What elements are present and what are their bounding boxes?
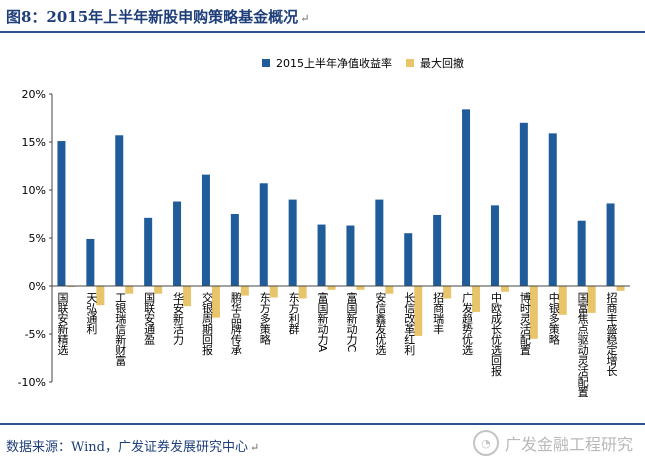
bar-series-2 xyxy=(125,286,134,294)
x-category-label: 天弘通利 xyxy=(85,292,98,334)
bar-series-1 xyxy=(433,214,442,286)
bar-series-1 xyxy=(201,174,210,286)
bar-series-1 xyxy=(57,141,66,286)
bar-series-2 xyxy=(154,286,163,294)
bar-series-2 xyxy=(240,286,249,296)
bar-series-1 xyxy=(346,225,355,286)
x-category-label: 长信改革红利 xyxy=(403,292,416,356)
x-category-label: 广发趋势优选 xyxy=(461,292,474,356)
bar-series-2 xyxy=(269,286,278,298)
bar-series-1 xyxy=(404,233,413,286)
x-category-label: 招商丰盛稳定增长 xyxy=(605,291,618,377)
x-category-label: 安信鑫发优选 xyxy=(374,291,387,356)
chart: 2015上半年净值收益率 最大回撤 -10% -5% 0% 5% 10% 15% 20% 国联安新… xyxy=(18,56,630,398)
bar-series-2 xyxy=(356,286,365,290)
y-tick-label: -10% xyxy=(18,376,46,389)
y-tick-label: 15% xyxy=(22,136,46,149)
footer-divider xyxy=(0,423,645,425)
bar-series-1 xyxy=(317,224,326,286)
bar-series-2 xyxy=(529,286,538,339)
bar-series-2 xyxy=(183,286,192,307)
watermark-text: 广发金融工程研究 xyxy=(504,435,633,454)
bar-series-2 xyxy=(587,286,596,313)
paragraph-mark-icon: ↵ xyxy=(300,12,310,25)
x-category-label: 中银多策略 xyxy=(547,292,560,346)
y-tick-label: 20% xyxy=(22,88,46,101)
y-tick-label: 10% xyxy=(22,184,46,197)
bar-series-1 xyxy=(259,183,268,286)
figure-title-text: 图8：2015年上半年新股申购策略基金概况 xyxy=(6,8,299,26)
bar-series-1 xyxy=(144,217,153,286)
bar-series-1 xyxy=(173,201,182,286)
bar-series-1 xyxy=(86,238,95,286)
legend-swatch-series-2 xyxy=(406,59,414,67)
title-divider xyxy=(0,31,645,33)
bar-series-1 xyxy=(519,122,528,286)
bar-series-2 xyxy=(414,286,423,336)
bar-series-2 xyxy=(327,286,336,290)
source-text: 数据来源：Wind，广发证券发展研究中心 xyxy=(6,440,248,455)
bar-series-2 xyxy=(558,286,567,315)
bar-series-2 xyxy=(211,286,220,318)
y-tick-label: 5% xyxy=(29,232,46,245)
x-category-label: 博时灵活配置 xyxy=(518,292,531,356)
bar-series-1 xyxy=(375,199,384,286)
x-category-label: 国联安新精选 xyxy=(56,292,69,356)
x-category-label: 东方利群 xyxy=(287,292,300,335)
watermark: ◔ 广发金融工程研究 xyxy=(472,423,633,463)
bar-series-2 xyxy=(472,286,481,312)
x-category-label: 鹏华品牌传承 xyxy=(229,292,242,356)
x-category-label: 工银瑞信新财富 xyxy=(114,292,127,367)
x-category-label: 国联安通盈 xyxy=(143,292,156,345)
paragraph-mark-icon: ↵ xyxy=(250,441,260,454)
bar-series-1 xyxy=(230,214,239,286)
wechat-icon: ◔ xyxy=(472,430,499,456)
bar-series-1 xyxy=(462,109,471,286)
source-note: 数据来源：Wind，广发证券发展研究中心 ↵ xyxy=(6,436,259,455)
figure-title: 图8：2015年上半年新股申购策略基金概况 ↵ xyxy=(6,6,309,28)
legend-label-series-1: 2015上半年净值收益率 xyxy=(276,56,392,70)
x-category-label: 东方多策略 xyxy=(258,292,271,346)
bar-series-1 xyxy=(577,220,586,286)
x-category-label: 国富焦点驱动灵活配置 xyxy=(576,292,589,398)
bar-series-1 xyxy=(606,203,615,286)
bar-series-2 xyxy=(500,286,509,292)
bar-series-1 xyxy=(288,199,297,286)
legend-label-series-2: 最大回撤 xyxy=(420,56,464,70)
x-category-label: 富国新动力C xyxy=(345,291,358,353)
bar-series-2 xyxy=(385,286,394,294)
y-tick-label: -5% xyxy=(25,328,46,341)
bar-series-2 xyxy=(443,286,452,299)
bar-series-2 xyxy=(96,286,105,306)
legend-swatch-series-1 xyxy=(262,59,270,67)
bar-series-1 xyxy=(115,135,124,286)
x-category-label: 华安新活力 xyxy=(172,291,185,345)
x-category-label: 招商瑞丰 xyxy=(432,291,445,335)
x-category-label: 交银周期回报 xyxy=(200,291,213,357)
bar-series-1 xyxy=(490,205,499,286)
x-category-label: 富国新动力A xyxy=(316,291,329,353)
y-tick-label: 0% xyxy=(29,280,46,293)
bar-series-2 xyxy=(298,286,307,299)
x-category-label: 中欧成长优选回报 xyxy=(489,292,502,378)
bar-series-2 xyxy=(616,286,625,291)
bar-series-1 xyxy=(548,133,557,286)
